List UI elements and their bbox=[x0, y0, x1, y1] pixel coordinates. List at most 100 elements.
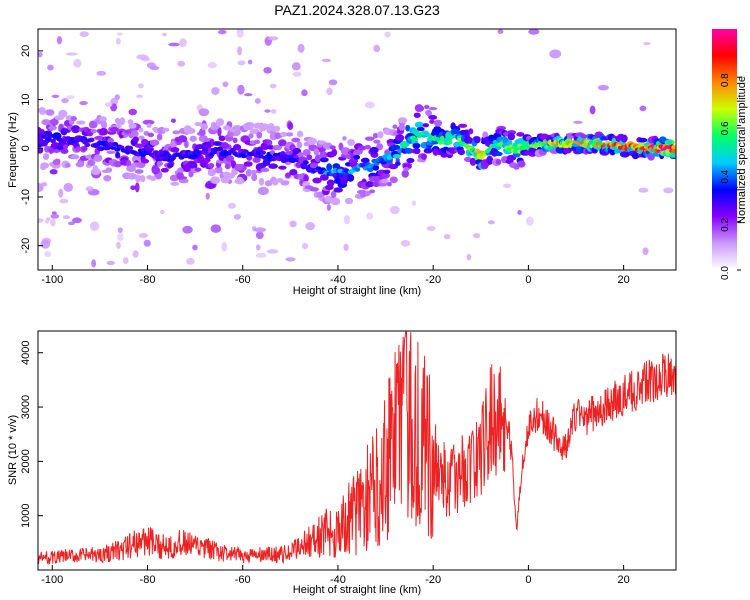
heatmap-cell bbox=[528, 29, 540, 35]
heatmap-cell bbox=[217, 29, 227, 35]
heatmap-ridge-cell bbox=[302, 160, 309, 165]
colorbar-tick-label: 0.0 bbox=[720, 266, 731, 280]
heatmap-cell bbox=[156, 133, 163, 141]
heatmap-cell bbox=[59, 198, 69, 204]
heatmap-cell bbox=[147, 132, 155, 138]
heatmap-cell bbox=[56, 35, 63, 45]
heatmap-ridge-cell bbox=[49, 138, 56, 144]
heatmap-cell bbox=[395, 134, 405, 142]
heatmap-cell bbox=[128, 108, 138, 116]
heatmap-cell bbox=[377, 131, 384, 139]
heatmap-cell bbox=[70, 154, 80, 160]
heatmap-cell bbox=[70, 115, 77, 122]
heatmap-cell bbox=[364, 144, 371, 150]
x-tick-label: 0 bbox=[525, 274, 531, 286]
heatmap-cell bbox=[264, 109, 271, 113]
y-tick-label: 20 bbox=[20, 45, 32, 57]
heatmap-cell bbox=[160, 167, 169, 173]
heatmap-y-label: Frequency (Hz) bbox=[7, 112, 19, 188]
heatmap-cell bbox=[495, 158, 502, 165]
heatmap-cell bbox=[90, 129, 97, 134]
heatmap-cell bbox=[183, 140, 189, 149]
heatmap-cell bbox=[301, 243, 309, 250]
heatmap-cell bbox=[517, 160, 526, 168]
heatmap-cell bbox=[326, 204, 331, 211]
heatmap-cell bbox=[104, 102, 113, 107]
heatmap-cell bbox=[178, 135, 187, 143]
heatmap-cell bbox=[225, 155, 235, 162]
heatmap-cell bbox=[516, 132, 525, 137]
heatmap-cell bbox=[207, 62, 217, 69]
heatmap-cell bbox=[416, 126, 425, 132]
snr-y-label: SNR (10 * v/v) bbox=[7, 415, 19, 485]
heatmap-cell bbox=[115, 37, 121, 45]
heatmap-cell bbox=[343, 215, 351, 225]
heatmap-cell bbox=[255, 252, 267, 258]
heatmap-cell bbox=[40, 239, 51, 249]
heatmap-cell bbox=[383, 169, 391, 174]
heatmap-cell bbox=[253, 139, 261, 145]
heatmap-cell bbox=[643, 41, 651, 46]
colorbar-tick-label: 0.8 bbox=[720, 73, 731, 87]
heatmap-cell bbox=[41, 119, 51, 126]
heatmap-cell bbox=[333, 187, 343, 193]
heatmap-marks bbox=[38, 29, 676, 268]
heatmap-cell bbox=[312, 177, 322, 184]
heatmap-cell bbox=[432, 148, 439, 156]
snr-x-axis: -100 -80 -60 -40 -20 0 20 bbox=[41, 565, 630, 586]
heatmap-cell bbox=[109, 126, 119, 132]
heatmap-cell bbox=[39, 110, 46, 115]
heatmap-cell bbox=[130, 185, 136, 191]
heatmap-cell bbox=[134, 143, 145, 149]
heatmap-cell bbox=[215, 118, 225, 126]
heatmap-cell bbox=[406, 157, 415, 164]
heatmap-cell bbox=[319, 174, 329, 181]
heatmap-cell bbox=[506, 140, 513, 146]
snr-frame bbox=[37, 330, 677, 571]
heatmap-cell bbox=[117, 227, 123, 233]
heatmap-cell bbox=[411, 200, 417, 206]
heatmap-cell bbox=[319, 157, 329, 163]
y-tick-label: 0 bbox=[20, 145, 32, 151]
heatmap-cell bbox=[91, 259, 97, 268]
y-tick-label: 10 bbox=[20, 93, 32, 105]
heatmap-cell bbox=[117, 232, 124, 242]
heatmap-cell bbox=[289, 220, 297, 228]
heatmap-ridge-cell bbox=[259, 150, 266, 155]
heatmap-cell bbox=[85, 186, 94, 192]
colorbar-gradient bbox=[712, 29, 737, 270]
heatmap-cell bbox=[443, 233, 451, 240]
heatmap-cell bbox=[48, 125, 57, 131]
heatmap-cell bbox=[497, 29, 504, 34]
heatmap-cell bbox=[413, 147, 421, 155]
heatmap-cell bbox=[268, 163, 279, 169]
heatmap-cell bbox=[270, 108, 277, 114]
heatmap-cell bbox=[50, 213, 60, 219]
heatmap-y-axis: -20 -10 0 10 20 bbox=[20, 45, 43, 254]
heatmap-cell bbox=[457, 149, 466, 156]
heatmap-ridge-cell bbox=[412, 137, 419, 142]
heatmap-cell bbox=[404, 147, 413, 154]
heatmap-cell bbox=[326, 87, 333, 96]
heatmap-ridge-cell bbox=[446, 140, 453, 145]
heatmap-cell bbox=[162, 32, 167, 37]
heatmap-cell bbox=[319, 151, 328, 159]
heatmap-cell bbox=[597, 84, 609, 91]
heatmap-cell bbox=[62, 215, 71, 220]
heatmap-cell bbox=[156, 160, 163, 167]
heatmap-cell bbox=[124, 148, 131, 155]
heatmap-cell bbox=[468, 128, 474, 135]
heatmap-cell bbox=[503, 183, 512, 189]
heatmap-cell bbox=[314, 154, 321, 163]
heatmap-cell bbox=[122, 257, 129, 264]
x-tick-label: 20 bbox=[618, 574, 630, 586]
heatmap-cell bbox=[390, 144, 401, 151]
snr-x-label: Height of straight line (km) bbox=[293, 584, 421, 596]
heatmap-cell bbox=[466, 253, 472, 261]
heatmap-cell bbox=[287, 121, 294, 131]
heatmap-cell bbox=[340, 147, 351, 156]
heatmap-cell bbox=[139, 175, 146, 183]
heatmap-cell bbox=[218, 135, 226, 142]
heatmap-cell bbox=[400, 239, 411, 247]
x-tick-label: -80 bbox=[140, 574, 156, 586]
